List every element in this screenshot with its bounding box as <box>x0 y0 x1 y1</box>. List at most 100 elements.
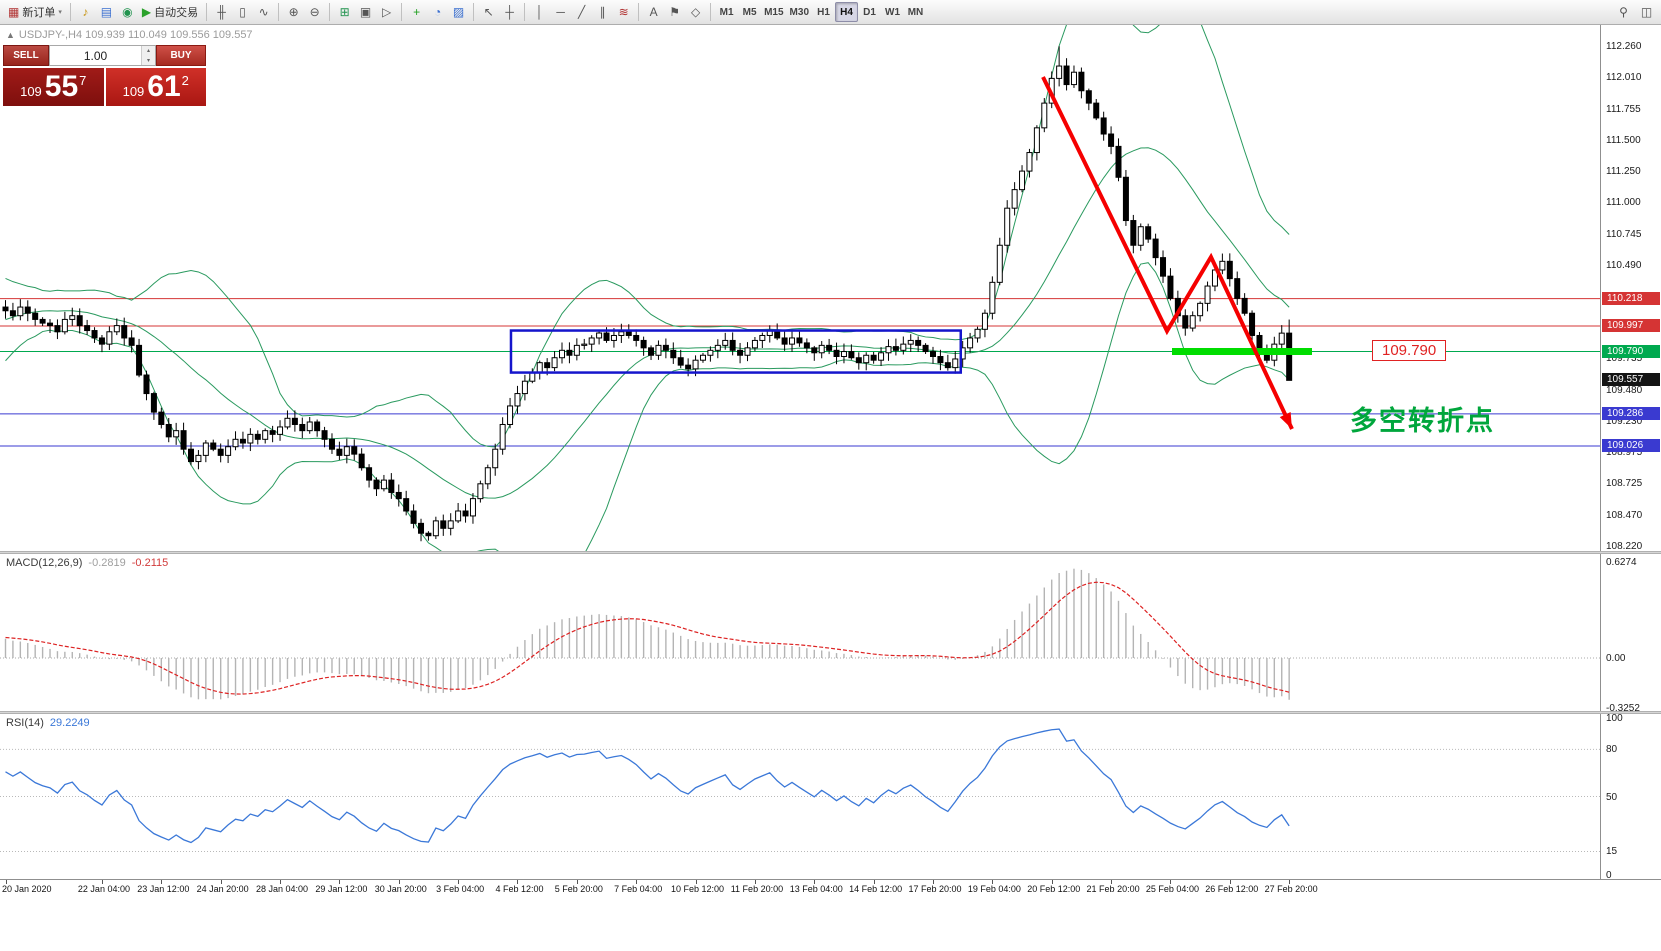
volume-up-button[interactable]: ▴ <box>142 46 155 56</box>
fibonacci-button[interactable]: ≋ <box>613 2 634 22</box>
price-chart-canvas[interactable] <box>0 25 1600 551</box>
zoom-out-button[interactable]: ⊖ <box>304 2 325 22</box>
buy-button[interactable]: BUY <box>156 45 206 66</box>
timeframe-m5-button[interactable]: M5 <box>738 2 761 22</box>
timeframe-w1-button[interactable]: W1 <box>881 2 904 22</box>
crosshair-button[interactable]: ┼ <box>499 2 520 22</box>
zoom-in-button[interactable]: ⊕ <box>283 2 304 22</box>
timeframe-label: M5 <box>742 6 757 18</box>
candlestick-chart-button[interactable]: ▯ <box>232 2 253 22</box>
current-price-tag: 109.557 <box>1602 373 1660 387</box>
auto-trading-button[interactable]: ▶ 自动交易 <box>138 2 202 22</box>
tile-windows-button[interactable]: ⊞ <box>334 2 355 22</box>
volume-down-button[interactable]: ▾ <box>142 55 155 65</box>
price-axis-label: 108.975 <box>1606 447 1643 459</box>
time-axis-tick <box>5 880 7 884</box>
new-order-icon: ▦ <box>8 5 20 19</box>
toolbar-separator <box>638 3 640 21</box>
tile-windows-icon: ⊞ <box>339 5 350 19</box>
rsi-scale-label: 80 <box>1606 744 1618 756</box>
timeframe-m30-button[interactable]: M30 <box>787 2 812 22</box>
buy-price-prefix: 109 <box>122 84 145 99</box>
time-axis-tick <box>933 880 934 884</box>
vertical-line-button[interactable]: │ <box>529 2 550 22</box>
rsi-panel-canvas[interactable] <box>0 714 1600 877</box>
time-axis[interactable] <box>0 879 1661 900</box>
time-axis-tick <box>814 880 816 884</box>
macd-splitter[interactable] <box>0 551 1661 554</box>
chevron-down-icon: ▾ <box>58 9 62 16</box>
timeframe-d1-button[interactable]: D1 <box>858 2 881 22</box>
timeframe-label: M1 <box>719 6 734 18</box>
macd-panel-canvas[interactable] <box>0 554 1600 711</box>
time-axis-label: 10 Feb 12:00 <box>671 884 725 894</box>
volume-input[interactable] <box>50 46 141 65</box>
turning-point-note[interactable]: 多空转折点 <box>1350 406 1495 436</box>
consolidation-box[interactable] <box>509 329 963 374</box>
price-callout-box[interactable]: 109.790 <box>1372 340 1447 361</box>
time-axis-label: 26 Feb 12:00 <box>1205 884 1259 894</box>
time-axis-label: 23 Jan 12:00 <box>137 884 190 894</box>
time-axis-tick <box>873 880 875 884</box>
community-button[interactable]: ◉ <box>117 2 138 22</box>
time-axis-label: 27 Feb 20:00 <box>1264 884 1318 894</box>
rsi-line <box>5 728 1290 844</box>
text-label-button[interactable]: ⚑ <box>664 2 685 22</box>
equidistant-channel-button[interactable]: ∥ <box>592 2 613 22</box>
trendline-button[interactable]: ╱ <box>571 2 592 22</box>
timeframe-label: D1 <box>863 6 876 18</box>
bollinger-upper-band <box>5 25 1290 448</box>
toolbar-separator <box>401 3 403 21</box>
time-axis-tick <box>517 880 519 884</box>
time-axis-label: 29 Jan 12:00 <box>315 884 368 894</box>
buy-price-sup: 2 <box>181 73 189 88</box>
periods-button[interactable]: ◔ <box>427 2 448 22</box>
timeframe-m15-button[interactable]: M15 <box>761 2 786 22</box>
auto-arrange-button[interactable]: ▣ <box>355 2 376 22</box>
arrows-button[interactable]: ◇ <box>685 2 706 22</box>
timeframe-mn-button[interactable]: MN <box>904 2 927 22</box>
cursor-button[interactable]: ↖ <box>478 2 499 22</box>
candles <box>2 46 1293 542</box>
text-icon: A <box>649 5 658 19</box>
time-axis-label: 20 Feb 12:00 <box>1027 884 1081 894</box>
line-chart-button[interactable]: ∿ <box>253 2 274 22</box>
profiles-button[interactable]: ▤ <box>96 2 117 22</box>
indicators-icon: + <box>413 5 421 19</box>
text-button[interactable]: A <box>643 2 664 22</box>
arrows-icon: ◇ <box>690 5 701 19</box>
buy-price-display[interactable]: 109 61 2 <box>105 68 206 106</box>
trend-arrow[interactable] <box>1041 76 1294 430</box>
timeframe-label: M15 <box>764 6 784 18</box>
timeframe-h1-button[interactable]: H1 <box>812 2 835 22</box>
timeframe-m1-button[interactable]: M1 <box>715 2 738 22</box>
time-axis-tick <box>458 880 460 884</box>
templates-button[interactable]: ▨ <box>448 2 469 22</box>
bollinger-middle-band <box>5 147 1290 499</box>
price-axis-label: 110.745 <box>1606 228 1642 240</box>
time-axis-label: 11 Feb 20:00 <box>730 884 784 894</box>
toolbar-right-group: ⚲ ◫ <box>1613 2 1657 22</box>
rsi-value: 29.2249 <box>49 717 90 729</box>
horizontal-line-button[interactable]: ─ <box>550 2 571 22</box>
new-order-button[interactable]: ▦ 新订单 ▾ <box>4 2 66 22</box>
timeframe-h4-button[interactable]: H4 <box>835 2 858 22</box>
chart-shift-button[interactable]: ▷ <box>376 2 397 22</box>
bar-chart-button[interactable]: ╫ <box>211 2 232 22</box>
auto-trading-button-label: 自动交易 <box>154 7 199 19</box>
time-axis-label: 24 Jan 20:00 <box>196 884 249 894</box>
sell-price-display[interactable]: 109 55 7 <box>3 68 104 106</box>
time-axis-tick <box>992 880 994 884</box>
data-window-button[interactable]: ◫ <box>1636 2 1657 22</box>
search-button[interactable]: ⚲ <box>1613 2 1634 22</box>
rsi-splitter[interactable] <box>0 711 1661 714</box>
zoom-in-icon: ⊕ <box>288 5 299 19</box>
sell-button[interactable]: SELL <box>3 45 49 66</box>
time-axis-label: 13 Feb 04:00 <box>789 884 843 894</box>
indicators-button[interactable]: + <box>406 2 427 22</box>
price-level-tag: 110.218 <box>1602 291 1660 305</box>
equidistant-channel-icon: ∥ <box>599 5 606 19</box>
time-axis-tick <box>576 880 578 884</box>
alerts-button[interactable]: ♪ <box>75 2 96 22</box>
